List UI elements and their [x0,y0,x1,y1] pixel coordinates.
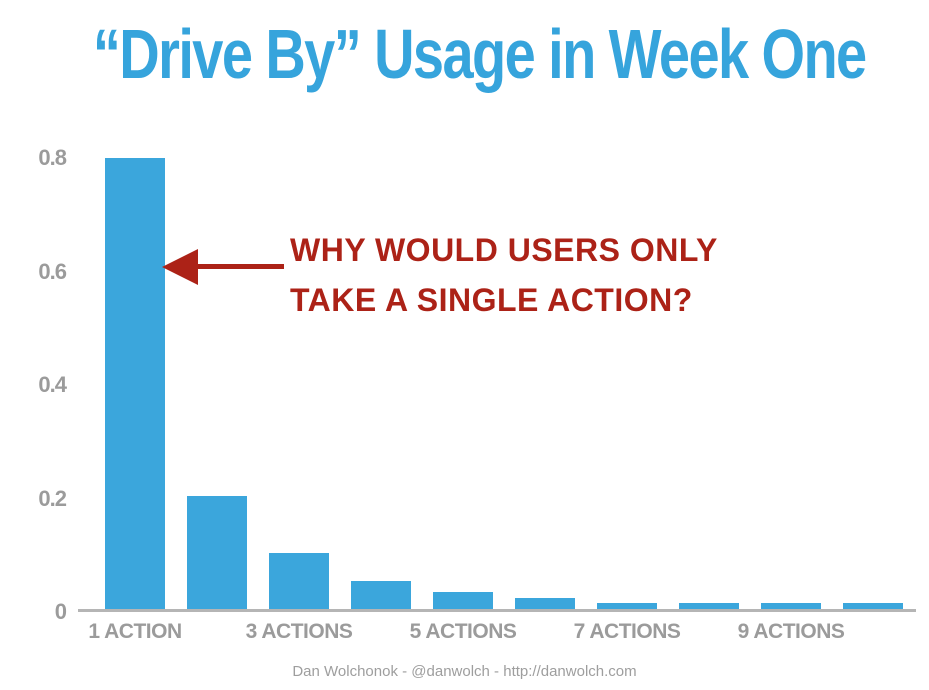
chart-title: “Drive By” Usage in Week One [92,15,867,93]
bar-slot [176,158,258,609]
bar-slot [832,158,914,609]
bar [515,597,575,609]
x-axis: 1 ACTION 3 ACTIONS 5 ACTIONS 7 ACTIONS 9 ACT… [78,620,916,644]
bar-slot [340,158,422,609]
annotation-line-2: TAKE A SINGLE ACTION? [290,281,693,318]
y-tick-label: 0.4 [38,372,67,397]
y-tick-label: 0.2 [38,485,67,511]
bar [761,603,821,609]
bar-slot [422,158,504,609]
x-tick-label: 7 ACTIONS [573,620,681,643]
y-axis: 0 0.2 0.4 0.6 0.8 [18,145,70,624]
bar-slot [668,158,750,609]
bar [269,552,329,609]
bar-slot [94,158,176,609]
x-tick-label [832,620,914,644]
annotation-text: WHY WOULD USERS ONLY TAKE A SINGLE ACTIO… [290,226,718,325]
bar-slot [504,158,586,609]
bar-slot [258,158,340,609]
plot-area [78,158,916,612]
bar-slot [586,158,668,609]
footer-credit: Dan Wolchonok - @danwolch - http://danwo… [292,663,637,680]
y-tick-label: 0.8 [38,145,67,170]
bar [679,603,739,609]
bar [597,603,657,609]
arrow-line [196,264,284,269]
bar [351,580,411,609]
x-tick-label: 5 ACTIONS [409,620,517,643]
y-tick-label: 0.6 [38,258,67,284]
bar [187,496,247,609]
annotation-line-1: WHY WOULD USERS ONLY [290,232,718,268]
bar [843,603,903,609]
x-tick-label: 1 ACTION [88,620,182,643]
y-tick-label: 0 [54,599,67,624]
bar [433,592,493,609]
bar [105,158,165,609]
bar-slot [750,158,832,609]
arrow-left-icon [162,249,198,285]
x-tick-label: 3 ACTIONS [245,620,353,643]
x-tick-label: 9 ACTIONS [737,620,845,643]
